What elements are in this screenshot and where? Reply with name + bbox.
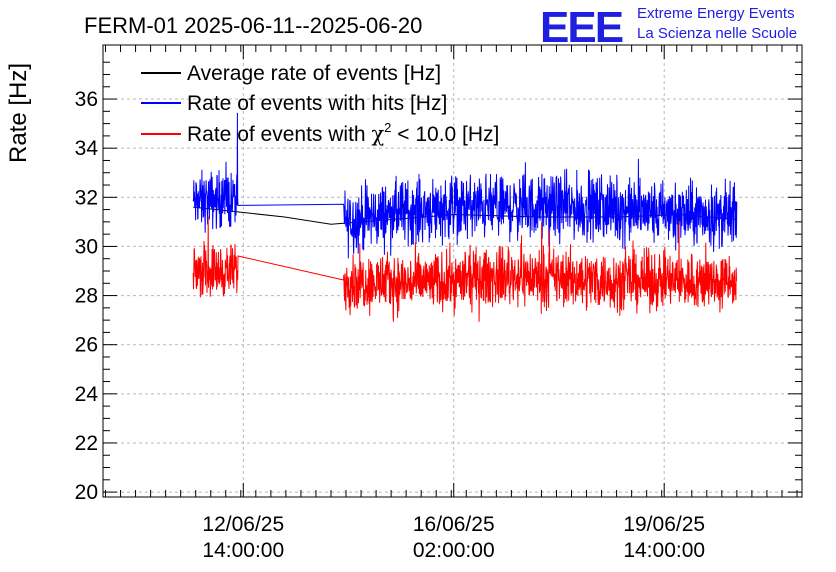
y-tick-label: 30 [75, 235, 98, 258]
series-layer [192, 112, 738, 322]
series-line-2 [192, 216, 737, 322]
y-tick-label: 34 [75, 137, 99, 160]
axes: 20 22 24 26 28 30 32 34 36 12/06/25 14:00:00 16/06/… [75, 44, 803, 562]
x-tick-label-time: 02:00:00 [413, 539, 495, 562]
chart-title: FERM-01 2025-06-11--2025-06-20 [84, 13, 422, 38]
y-tick-label: 22 [75, 432, 98, 455]
y-axis-title: Rate [Hz] [5, 63, 32, 163]
eee-logo-line1: Extreme Energy Events [637, 5, 795, 22]
grid [103, 45, 802, 497]
y-tick-label: 20 [75, 481, 98, 504]
x-tick-label-date: 16/06/25 [413, 513, 495, 536]
plot-frame [102, 44, 803, 498]
x-tick-label-date: 19/06/25 [623, 513, 705, 536]
y-tick-label: 26 [75, 334, 98, 357]
series-line-1 [192, 112, 738, 259]
y-tick-label: 24 [75, 383, 99, 406]
y-tick-label: 36 [75, 88, 98, 111]
y-tick-label: 32 [75, 186, 98, 209]
eee-logo-line2: La Scienza nelle Scuole [637, 25, 797, 42]
legend-label-average: Average rate of events [Hz] [187, 62, 441, 85]
x-tick-label-time: 14:00:00 [623, 539, 705, 562]
legend: Average rate of events [Hz] Rate of even… [141, 62, 499, 146]
y-tick-label: 28 [75, 285, 98, 308]
x-tick-label-time: 14:00:00 [202, 539, 284, 562]
legend-label-hits: Rate of events with hits [Hz] [187, 92, 447, 115]
eee-logo: EEE [540, 3, 623, 52]
x-tick-label-date: 12/06/25 [202, 513, 284, 536]
legend-label-chi2: Rate of events with χ2 < 10.0 [Hz] [187, 120, 499, 146]
